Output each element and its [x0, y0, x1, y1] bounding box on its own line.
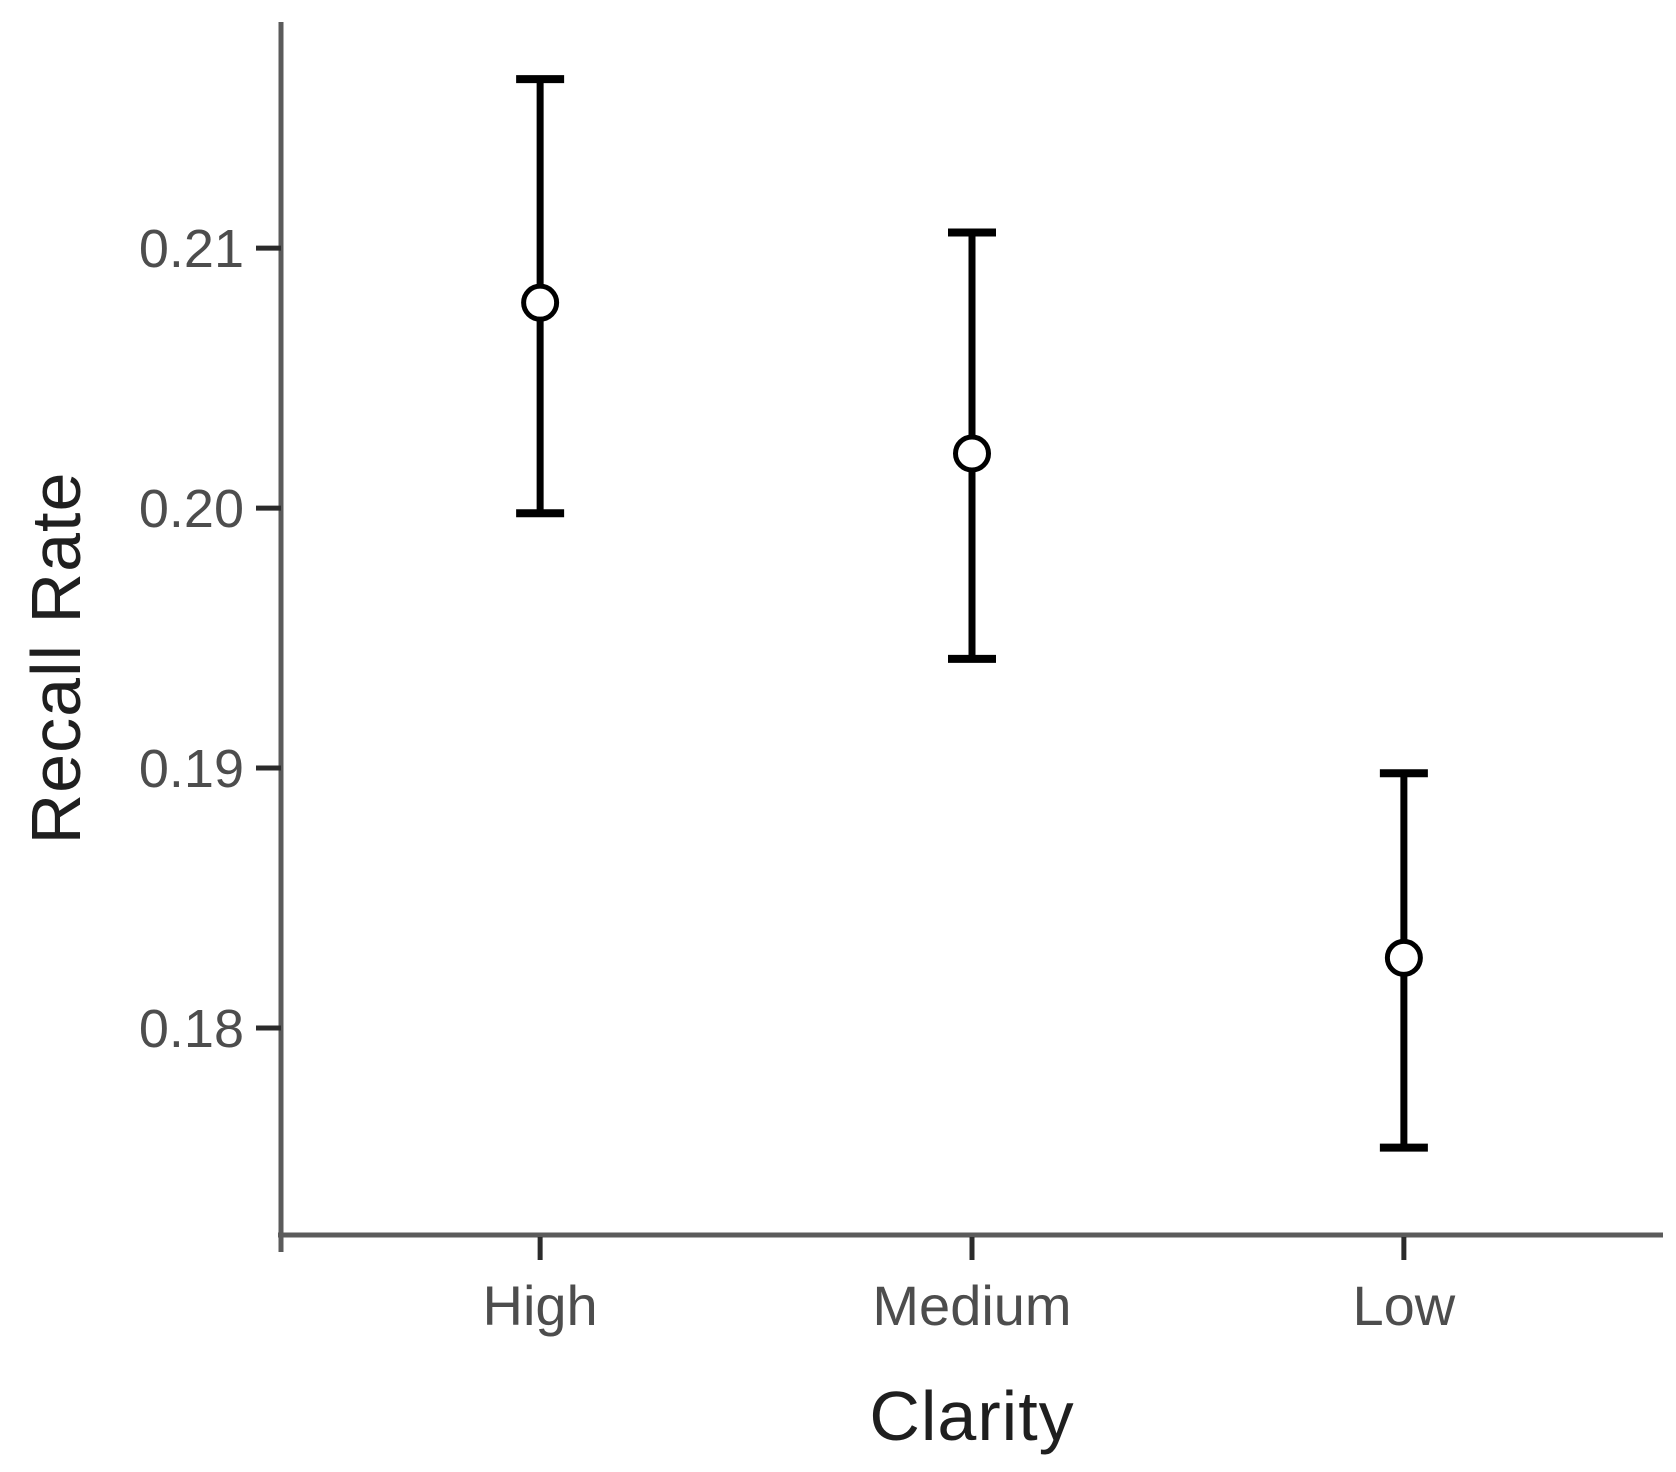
y-tick-label: 0.21 [139, 219, 244, 279]
y-tick-label: 0.20 [139, 479, 244, 539]
point-marker-high [521, 283, 560, 322]
y-tick-label: 0.18 [139, 999, 244, 1059]
x-tick-label-medium: Medium [872, 1274, 1071, 1337]
y-axis-title: Recall Rate [17, 471, 95, 845]
x-tick-label-low: Low [1353, 1274, 1456, 1337]
x-axis-title: Clarity [869, 1377, 1075, 1455]
x-tick-label-high: High [483, 1274, 598, 1337]
y-tick-label: 0.19 [139, 739, 244, 799]
point-marker-medium [953, 434, 991, 473]
point-marker-low [1384, 938, 1423, 977]
